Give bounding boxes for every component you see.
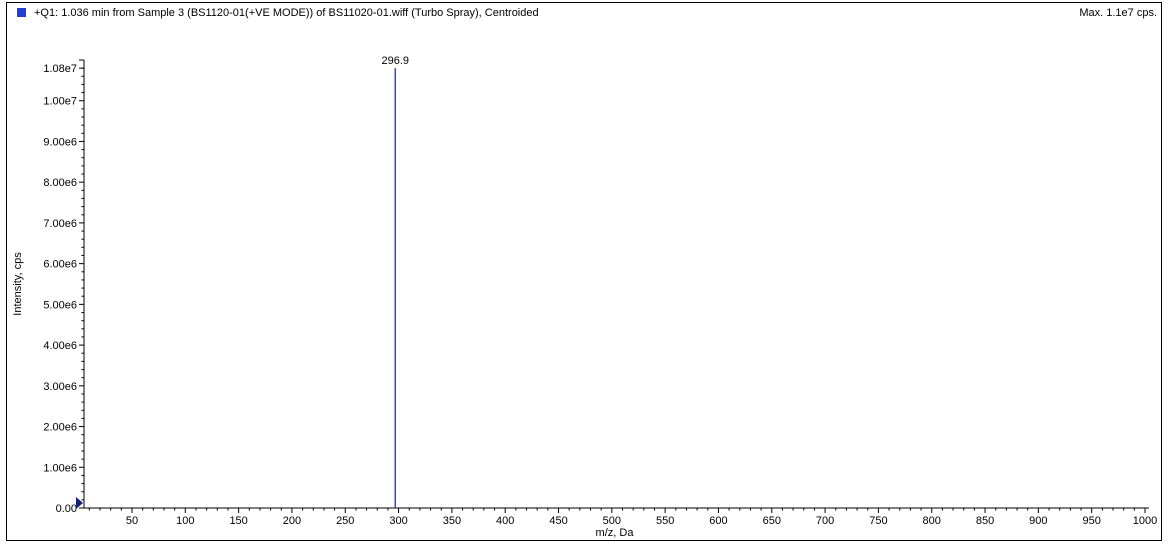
y-tick-label: 1.08e7: [43, 63, 77, 75]
y-tick-label: 2.00e6: [43, 422, 77, 434]
y-tick-label: 7.00e6: [43, 218, 77, 230]
x-tick-label: 300: [389, 515, 407, 527]
x-tick-label: 1000: [1133, 515, 1157, 527]
chart-title: +Q1: 1.036 min from Sample 3 (BS1120-01(…: [34, 7, 539, 19]
x-tick-label: 500: [603, 515, 621, 527]
x-tick-label: 800: [923, 515, 941, 527]
x-axis-title: m/z, Da: [596, 527, 635, 539]
y-tick-label: 1.00e6: [43, 462, 77, 474]
x-tick-label: 100: [176, 515, 194, 527]
y-tick-label: 0.00: [56, 503, 77, 515]
spectrum-plot[interactable]: 50 100 150 200 250 300 350 400 450 500 550 600 650 70…: [7, 3, 1161, 540]
y-axis-title: Intensity, cps: [12, 252, 24, 316]
y-tick-label: 9.00e6: [43, 136, 77, 148]
max-intensity-label: Max. 1.1e7 cps.: [1079, 7, 1157, 19]
chart-title-bar: +Q1: 1.036 min from Sample 3 (BS1120-01(…: [7, 3, 1161, 25]
x-tick-label: 900: [1029, 515, 1047, 527]
y-tick-label: 1.00e7: [43, 96, 77, 108]
x-tick-label: 550: [656, 515, 674, 527]
x-tick-label: 400: [496, 515, 514, 527]
x-tick-label: 600: [709, 515, 727, 527]
x-tick-label: 650: [763, 515, 781, 527]
x-tick-label: 950: [1083, 515, 1101, 527]
x-tick-label: 150: [229, 515, 247, 527]
x-tick-label: 350: [443, 515, 461, 527]
baseline-marker-icon[interactable]: [76, 497, 83, 509]
peak-label: 296.9: [381, 55, 409, 67]
y-tick-label: 4.00e6: [43, 340, 77, 352]
chart-frame: +Q1: 1.036 min from Sample 3 (BS1120-01(…: [6, 2, 1162, 541]
x-tick-label: 750: [869, 515, 887, 527]
x-tick-label: 700: [816, 515, 834, 527]
series-color-swatch[interactable]: [17, 8, 26, 17]
x-tick-label: 850: [976, 515, 994, 527]
x-tick-label: 250: [336, 515, 354, 527]
y-tick-label: 5.00e6: [43, 299, 77, 311]
y-tick-label: 3.00e6: [43, 381, 77, 393]
y-tick-label: 6.00e6: [43, 259, 77, 271]
x-tick-label: 200: [283, 515, 301, 527]
x-tick-label: 450: [549, 515, 567, 527]
y-tick-label: 8.00e6: [43, 177, 77, 189]
x-tick-label: 50: [126, 515, 138, 527]
